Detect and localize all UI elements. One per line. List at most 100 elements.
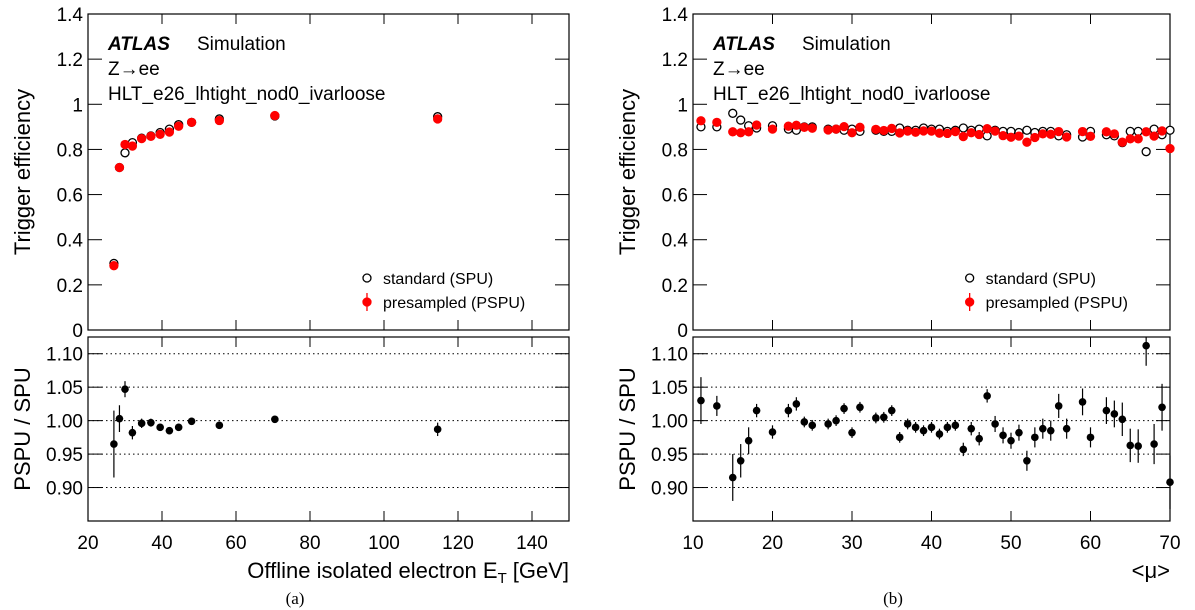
data-point bbox=[903, 126, 913, 136]
data-point bbox=[879, 125, 889, 136]
y-axis-label: Trigger efficiency bbox=[10, 89, 35, 255]
x-tick-label: 80 bbox=[299, 533, 320, 554]
data-point bbox=[1157, 126, 1167, 136]
data-point bbox=[926, 126, 937, 136]
x-axis-label: Offline isolated electron ET [GeV] bbox=[247, 558, 569, 587]
data-point bbox=[872, 414, 880, 422]
data-point bbox=[919, 426, 928, 435]
x-tick-label: 60 bbox=[225, 533, 246, 554]
y-tick-label: 1.10 bbox=[46, 345, 83, 366]
x-axis-label-part: Offline isolated electron E bbox=[247, 558, 497, 583]
data-point bbox=[728, 473, 737, 482]
data-point bbox=[736, 115, 746, 125]
data-point bbox=[1007, 436, 1015, 445]
data-point bbox=[110, 440, 118, 448]
data-point bbox=[736, 456, 745, 465]
y-tick-label: 1.4 bbox=[662, 5, 689, 26]
y-tick-label: 1.05 bbox=[46, 378, 83, 399]
data-point bbox=[975, 434, 983, 443]
data-point bbox=[855, 122, 865, 132]
data-point bbox=[165, 426, 174, 435]
data-point bbox=[990, 126, 1000, 136]
data-point bbox=[1022, 125, 1032, 135]
data-point bbox=[1101, 127, 1112, 137]
data-point bbox=[832, 416, 840, 425]
data-point bbox=[1118, 415, 1127, 424]
legend-label: presampled (PSPU) bbox=[383, 295, 525, 312]
data-point bbox=[966, 128, 976, 138]
y-tick-label: 0.6 bbox=[57, 186, 83, 207]
annotation: Simulation bbox=[197, 34, 286, 55]
legend-label: standard (SPU) bbox=[986, 271, 1096, 288]
data-point bbox=[934, 128, 945, 138]
data-point bbox=[887, 406, 896, 415]
data-point bbox=[1126, 441, 1135, 450]
y-tick-label: 1.00 bbox=[651, 412, 688, 433]
data-point bbox=[128, 428, 137, 437]
data-point bbox=[840, 404, 848, 413]
data-point bbox=[1133, 134, 1143, 144]
data-point bbox=[800, 418, 809, 426]
data-point bbox=[942, 128, 953, 139]
data-point bbox=[155, 129, 165, 139]
y-tick-label: 0.6 bbox=[662, 186, 688, 207]
x-axis-label-part: <μ> bbox=[1132, 558, 1170, 583]
data-point bbox=[927, 423, 936, 432]
data-point bbox=[792, 400, 801, 408]
data-point bbox=[1165, 143, 1175, 154]
data-point bbox=[880, 413, 888, 422]
data-point bbox=[728, 108, 738, 118]
annotation: HLT_e26_lhtight_nod0_ivarloose bbox=[108, 84, 385, 105]
y-tick-label: 1.05 bbox=[651, 378, 688, 399]
legend-label: presampled (PSPU) bbox=[986, 295, 1128, 312]
x-tick-label: 40 bbox=[921, 533, 942, 554]
data-point bbox=[1158, 403, 1166, 412]
data-point bbox=[856, 403, 864, 412]
data-point bbox=[174, 423, 183, 432]
data-point bbox=[847, 128, 857, 138]
y-tick-label: 1.4 bbox=[57, 5, 84, 26]
data-point bbox=[1038, 129, 1048, 139]
y-tick-label: 1.10 bbox=[651, 345, 688, 366]
data-point bbox=[1022, 137, 1032, 147]
data-point bbox=[187, 417, 196, 426]
data-point bbox=[728, 127, 738, 137]
caption: (b) bbox=[883, 589, 903, 608]
annotation: ATLAS bbox=[107, 34, 170, 55]
data-point bbox=[1149, 131, 1159, 141]
y-tick-label: 1.2 bbox=[57, 50, 83, 71]
data-point bbox=[1142, 341, 1150, 350]
y-tick-label: 0.95 bbox=[651, 445, 688, 466]
x-tick-label: 70 bbox=[1159, 533, 1180, 554]
data-point bbox=[895, 128, 905, 138]
data-point bbox=[712, 117, 722, 127]
data-point bbox=[146, 131, 156, 141]
x-axis-label: <μ> bbox=[1132, 558, 1170, 583]
data-point bbox=[1134, 442, 1142, 450]
data-point bbox=[215, 421, 224, 430]
data-point bbox=[744, 127, 754, 137]
data-point bbox=[1015, 428, 1023, 437]
data-point bbox=[114, 162, 125, 173]
data-point bbox=[697, 396, 705, 405]
data-point bbox=[935, 430, 944, 438]
x-axis-label-part: [GeV] bbox=[513, 558, 569, 583]
y-tick-label: 1 bbox=[72, 95, 83, 116]
data-point bbox=[1030, 132, 1040, 143]
data-point bbox=[887, 123, 897, 134]
data-point bbox=[1031, 433, 1039, 442]
y-tick-label: 0.2 bbox=[662, 276, 688, 297]
y-tick-label: 0.8 bbox=[662, 140, 688, 161]
data-point bbox=[839, 121, 849, 132]
data-point bbox=[115, 414, 124, 423]
data-point bbox=[214, 115, 225, 126]
y-tick-label: 0.90 bbox=[46, 479, 83, 500]
x-tick-label: 10 bbox=[682, 533, 703, 554]
data-point bbox=[736, 128, 746, 138]
data-point bbox=[147, 418, 155, 427]
data-point bbox=[271, 415, 279, 424]
legend-marker bbox=[362, 273, 372, 283]
data-point bbox=[744, 436, 753, 445]
data-point bbox=[767, 124, 778, 134]
